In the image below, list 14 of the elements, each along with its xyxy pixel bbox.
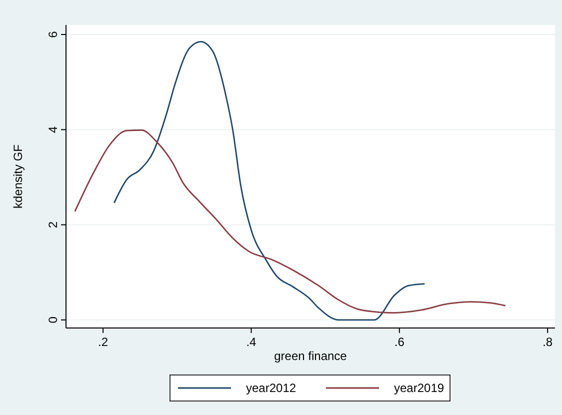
y-tick-label: 6	[46, 30, 60, 38]
x-tick-label: .4	[246, 335, 257, 349]
y-tick-label: 4	[46, 126, 60, 133]
x-tick-label: .2	[98, 335, 108, 349]
x-axis-title: green finance	[274, 349, 348, 363]
line-series	[74, 129, 506, 314]
y-axis-title: kdensity GF	[11, 144, 25, 209]
y-tick-label: 0	[46, 316, 60, 324]
legend-label: year2012	[246, 381, 296, 395]
x-tick-label: .6	[394, 335, 405, 349]
line-series	[113, 40, 426, 321]
x-tick-label: .8	[542, 335, 553, 349]
legend-label: year2019	[394, 381, 444, 395]
y-tick-label: 2	[46, 221, 60, 228]
